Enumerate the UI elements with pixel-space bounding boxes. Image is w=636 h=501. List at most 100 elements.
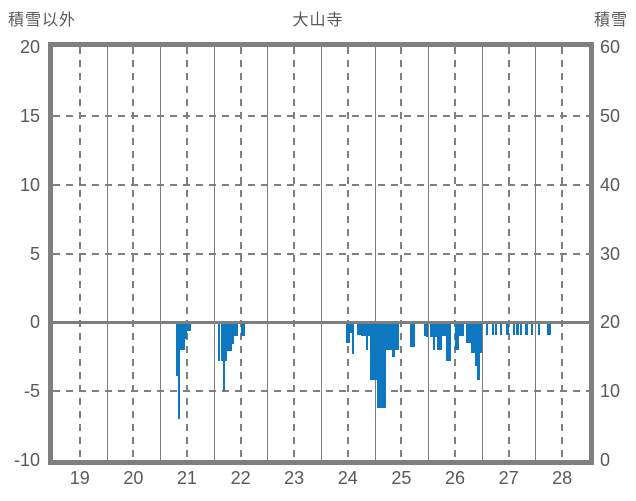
data-bar <box>519 322 522 335</box>
data-bar <box>475 322 478 367</box>
data-bar <box>356 322 359 335</box>
horizontal-gridline <box>53 390 589 393</box>
x-tick-label: 19 <box>69 468 90 488</box>
data-bar <box>358 322 362 335</box>
data-bar <box>352 322 355 354</box>
data-bar <box>455 322 458 350</box>
data-bar <box>222 322 225 392</box>
data-bar <box>546 322 549 335</box>
data-bar <box>224 322 228 361</box>
data-bar <box>242 322 246 337</box>
x-tick-label: 24 <box>337 468 358 488</box>
x-tick-label: 22 <box>230 468 251 488</box>
left-y-tick-label: 10 <box>19 174 40 195</box>
data-bar <box>229 322 232 352</box>
x-tick-label: 27 <box>498 468 519 488</box>
data-bar <box>457 322 460 350</box>
data-bar <box>513 322 516 335</box>
data-bar <box>361 322 364 337</box>
data-bar <box>441 322 444 337</box>
right-y-tick-label: 20 <box>600 312 621 333</box>
data-bar <box>432 322 435 350</box>
data-bar <box>236 322 239 337</box>
right-y-tick-label: 0 <box>600 450 611 470</box>
left-y-tick-label: 0 <box>29 312 40 333</box>
data-bar <box>530 322 534 335</box>
data-bar <box>525 322 528 335</box>
data-bar <box>367 322 371 337</box>
horizontal-gridline <box>53 183 589 186</box>
data-bar <box>376 322 380 408</box>
data-bar <box>443 322 447 337</box>
data-bar <box>379 322 382 408</box>
data-bar <box>430 322 433 338</box>
x-tick-label: 20 <box>123 468 144 488</box>
data-bar <box>392 322 395 357</box>
data-bar <box>459 322 462 337</box>
left-y-tick-label: 5 <box>29 243 40 264</box>
data-bar <box>396 322 400 350</box>
data-bar <box>468 322 471 343</box>
data-bar <box>425 322 429 338</box>
x-tick-label: 23 <box>284 468 305 488</box>
data-bar <box>220 322 223 361</box>
data-bar <box>491 322 495 335</box>
data-bar <box>372 322 375 381</box>
data-bar <box>345 322 348 343</box>
data-bar <box>486 322 489 335</box>
data-bar <box>365 322 368 350</box>
data-bar <box>374 322 377 381</box>
data-bar <box>180 322 183 350</box>
data-bar <box>187 322 190 331</box>
left-y-tick-label: -10 <box>13 450 40 470</box>
data-bar <box>231 322 234 345</box>
data-bar <box>178 322 181 419</box>
data-bar <box>506 322 509 335</box>
data-bar <box>350 322 353 334</box>
data-bar <box>390 322 393 350</box>
data-bar <box>218 322 221 361</box>
data-bar <box>437 322 440 350</box>
data-bar <box>423 322 426 337</box>
zero-axis-line <box>53 321 589 325</box>
data-bar <box>184 322 187 339</box>
data-bar <box>495 322 498 335</box>
x-tick-label: 28 <box>552 468 573 488</box>
right-y-tick-label: 60 <box>600 37 621 57</box>
data-bar <box>412 322 415 348</box>
right-y-tick-label: 40 <box>600 174 621 195</box>
data-bar <box>410 322 413 348</box>
left-y-tick-label: -5 <box>23 381 40 402</box>
data-bar <box>448 322 451 361</box>
right-y-tick-label: 50 <box>600 105 621 126</box>
data-bar <box>466 322 469 343</box>
data-bar <box>227 322 230 352</box>
data-bar <box>370 322 373 381</box>
x-tick-label: 26 <box>444 468 466 488</box>
data-bar <box>461 322 464 337</box>
data-bar <box>537 322 540 335</box>
data-bar <box>477 322 480 381</box>
data-bar <box>381 322 384 408</box>
data-bar <box>388 322 391 350</box>
data-bar <box>182 322 185 350</box>
data-bar <box>434 322 438 338</box>
plot-area <box>53 47 589 460</box>
data-bar <box>189 322 192 331</box>
data-bar <box>548 322 552 335</box>
data-bar <box>175 322 179 377</box>
data-bar <box>439 322 442 350</box>
left-y-tick-label: 15 <box>19 105 40 126</box>
data-bar <box>470 322 473 353</box>
data-bar <box>394 322 397 350</box>
x-tick-label: 21 <box>176 468 198 488</box>
x-tick-label: 25 <box>391 468 412 488</box>
right-axis-title: 積雪 <box>593 12 628 29</box>
data-bar <box>446 322 449 361</box>
data-bar <box>385 322 388 350</box>
horizontal-gridline <box>53 252 589 255</box>
data-bar <box>240 322 243 337</box>
left-axis-title: 積雪以外 <box>8 12 77 29</box>
horizontal-gridline <box>53 114 589 117</box>
